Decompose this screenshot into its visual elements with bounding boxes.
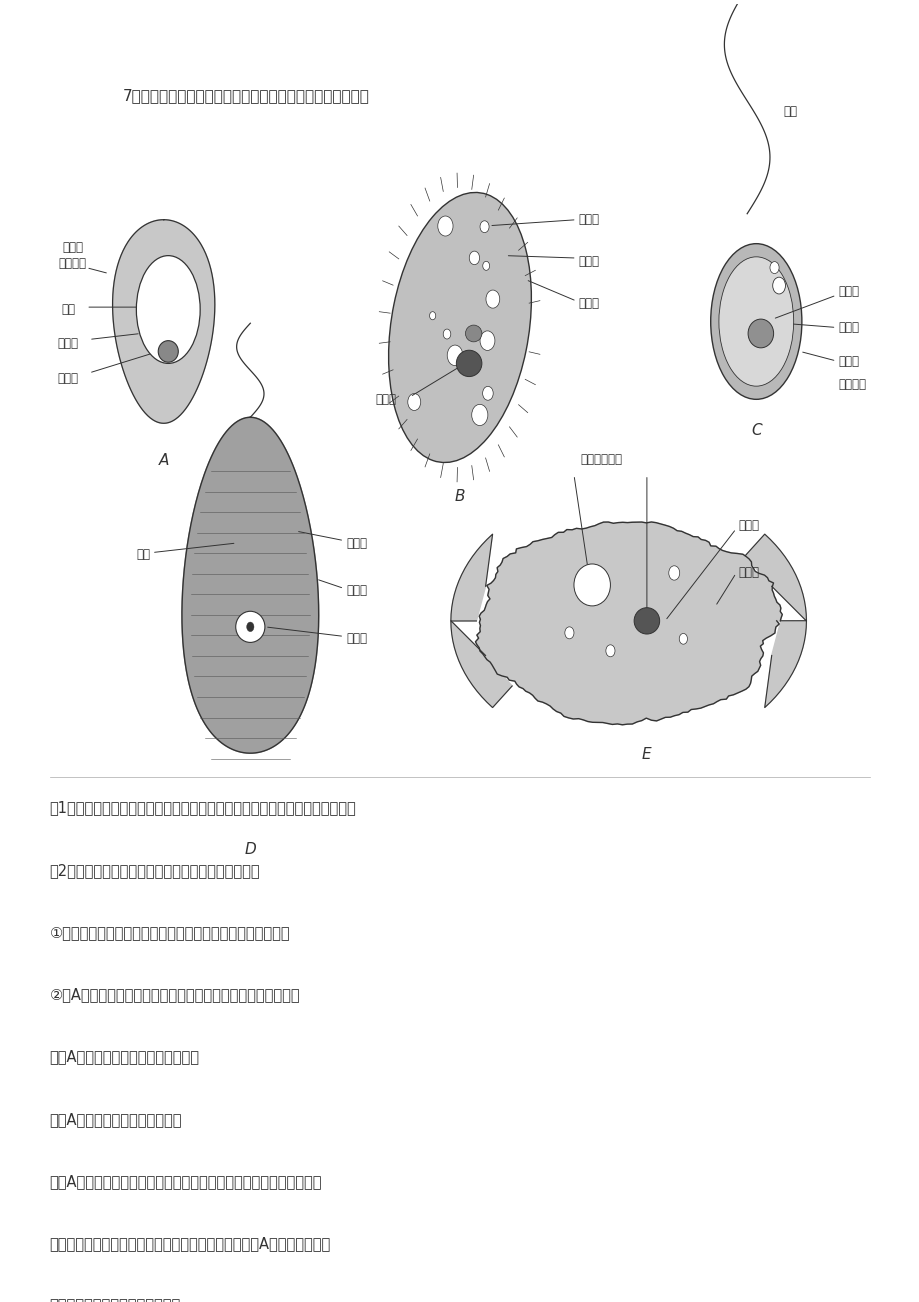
Ellipse shape [407,393,420,410]
Ellipse shape [769,262,778,273]
Text: （2）试根据细胞结构的特点，将图中生物进行分类。: （2）试根据细胞结构的特点，将图中生物进行分类。 [50,863,260,878]
Polygon shape [764,621,806,707]
Text: 细胞核: 细胞核 [346,633,367,646]
Polygon shape [182,417,318,753]
Ellipse shape [485,290,499,309]
Text: 答：＿＿＿＿＿＿的分类最恰当。: 答：＿＿＿＿＿＿的分类最恰当。 [50,1298,181,1302]
Ellipse shape [469,251,479,264]
Ellipse shape [437,216,452,236]
Text: 细胞核: 细胞核 [375,393,396,406]
Polygon shape [112,220,215,423]
Ellipse shape [482,262,489,271]
Polygon shape [475,522,781,725]
Text: 细胞壁: 细胞壁 [837,354,858,367]
Text: 细胞质: 细胞质 [57,336,78,349]
Text: E: E [641,746,651,762]
Ellipse shape [480,221,489,233]
Ellipse shape [606,644,614,656]
Ellipse shape [747,319,773,348]
Polygon shape [744,534,806,621]
Text: 细胞膜: 细胞膜 [346,585,367,598]
Ellipse shape [772,277,785,294]
Text: 液泡: 液泡 [61,303,75,316]
Text: 细胞壁
和细胞膜: 细胞壁 和细胞膜 [59,241,86,270]
Text: 乙：A没有叶绿体，应属于动物；: 乙：A没有叶绿体，应属于动物； [50,1112,182,1126]
Ellipse shape [443,329,450,339]
Text: 丁：除了动物和植物之外，我们还可以分出其他类群，A属于其他类群。: 丁：除了动物和植物之外，我们还可以分出其他类群，A属于其他类群。 [50,1237,331,1251]
Text: 食物泡: 食物泡 [578,255,599,268]
Ellipse shape [678,634,686,644]
Text: 细胞膜: 细胞膜 [578,297,599,310]
Ellipse shape [465,326,482,342]
Ellipse shape [388,193,531,462]
Ellipse shape [471,405,487,426]
Polygon shape [450,621,512,707]
Ellipse shape [564,626,573,639]
Text: 细胞核: 细胞核 [837,285,858,298]
Text: 7、图中是显微镜下观察到的几种微小生物，据图回答问题。: 7、图中是显微镜下观察到的几种微小生物，据图回答问题。 [122,89,369,103]
Text: C: C [750,423,761,439]
Polygon shape [450,534,492,621]
Text: 伸缩泡: 伸缩泡 [578,214,599,227]
Text: B: B [454,490,465,504]
Ellipse shape [456,350,482,376]
Text: A: A [158,453,169,469]
Ellipse shape [718,256,793,387]
Text: 叶绿体: 叶绿体 [837,322,858,335]
Ellipse shape [136,255,200,363]
Text: 伸缩泡细胞核: 伸缩泡细胞核 [580,453,621,466]
Text: 甲：A有细胞壁和液泡，应属于植物；: 甲：A有细胞壁和液泡，应属于植物； [50,1049,199,1065]
Text: D: D [244,842,255,858]
Text: （1）这几种生物在身体结构层次上的共同特点是＿＿＿＿＿＿＿＿＿＿＿＿。: （1）这几种生物在身体结构层次上的共同特点是＿＿＿＿＿＿＿＿＿＿＿＿。 [50,801,357,815]
Text: 鞭毛: 鞭毛 [783,105,797,118]
Ellipse shape [480,331,494,350]
Ellipse shape [158,341,178,362]
Text: 丙：A有细胞壁和液泡，不属于动物；它没有叶绿体，也不属于植物；: 丙：A有细胞壁和液泡，不属于动物；它没有叶绿体，也不属于植物； [50,1174,322,1189]
Ellipse shape [246,622,254,631]
Text: 叶绿体: 叶绿体 [346,536,367,549]
Ellipse shape [668,566,679,581]
Ellipse shape [633,608,659,634]
Text: 细胞核: 细胞核 [57,372,78,385]
Ellipse shape [573,564,610,605]
Text: 食物泡: 食物泡 [737,518,758,531]
Text: 细胞膜: 细胞膜 [737,566,758,579]
Text: ②对A的分类，四位同学有不同看法，你认为谁的分类更恰当？: ②对A的分类，四位同学有不同看法，你认为谁的分类更恰当？ [50,987,300,1003]
Ellipse shape [482,387,493,400]
Text: ①属于植物的是＿＿＿＿＿＿；属于动物的是＿＿＿＿＿＿。: ①属于植物的是＿＿＿＿＿＿；属于动物的是＿＿＿＿＿＿。 [50,924,290,940]
Ellipse shape [235,611,265,642]
Ellipse shape [710,243,801,400]
Ellipse shape [447,345,462,366]
Ellipse shape [429,311,436,320]
Text: 和细胞膜: 和细胞膜 [837,379,866,392]
Text: 鞭毛: 鞭毛 [136,548,150,561]
